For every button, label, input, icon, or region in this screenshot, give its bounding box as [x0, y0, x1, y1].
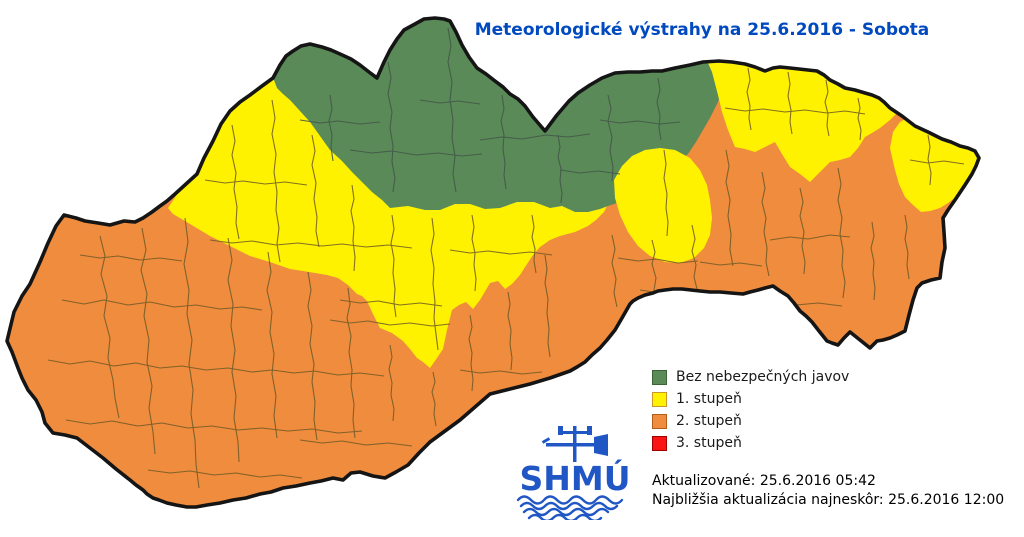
legend-label: Bez nebezpečných javov — [676, 369, 850, 385]
legend-swatch-orange — [652, 414, 667, 429]
warning-legend: Bez nebezpečných javov 1. stupeň 2. stup… — [652, 370, 849, 451]
region-level1-east — [890, 115, 979, 212]
region-level1-central — [614, 148, 712, 263]
weather-vane-icon — [541, 426, 608, 462]
legend-label: 2. stupeň — [676, 413, 742, 429]
district-borders — [47, 67, 965, 489]
slovakia-outline — [5, 16, 981, 509]
legend-swatch-yellow — [652, 392, 667, 407]
page-title: Meteorologické výstrahy na 25.6.2016 - S… — [474, 20, 930, 40]
legend-label: 1. stupeň — [676, 391, 742, 407]
legend-label: 3. stupeň — [676, 435, 742, 451]
district-borders-green — [299, 27, 681, 204]
legend-swatch-green — [652, 370, 667, 385]
legend-item-none: Bez nebezpečných javov — [652, 370, 849, 385]
legend-swatch-red — [652, 436, 667, 451]
update-status: Aktualizované: 25.6.2016 05:42 Najbližši… — [652, 472, 1004, 510]
legend-item-level3: 3. stupeň — [652, 436, 849, 451]
next-update-text: Najbližšia aktualizácia najneskôr: 25.6.… — [652, 492, 1005, 508]
shmu-logo-text: SHMÚ — [519, 459, 631, 498]
legend-item-level1: 1. stupeň — [652, 392, 849, 407]
legend-item-level2: 2. stupeň — [652, 414, 849, 429]
waves-icon — [516, 495, 624, 520]
updated-text: Aktualizované: 25.6.2016 05:42 — [652, 473, 876, 489]
region-none-green — [265, 18, 725, 212]
shmu-logo: SHMÚ — [512, 424, 638, 520]
